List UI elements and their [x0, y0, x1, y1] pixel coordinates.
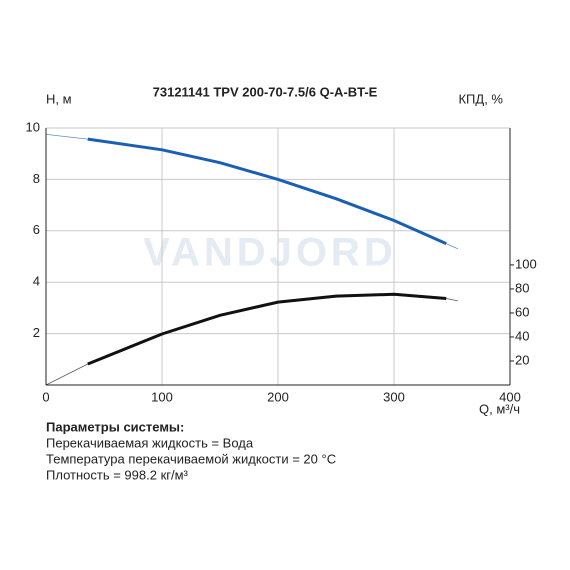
- watermark: VANDJORD: [143, 231, 397, 275]
- x-axis-label: Q, м³/ч: [479, 401, 520, 416]
- y2-tick-label: 100: [515, 256, 537, 271]
- params-heading: Параметры системы:: [46, 419, 184, 434]
- y-tick-label: 6: [33, 222, 40, 237]
- y-tick-label: 2: [33, 325, 40, 340]
- y-tick-label: 10: [26, 119, 40, 134]
- y-tick-label: 8: [33, 171, 40, 186]
- y-tick-label: 4: [33, 274, 40, 289]
- x-tick-label: 400: [499, 389, 521, 404]
- param-line: Температура перекачиваемой жидкости = 20…: [46, 451, 336, 466]
- curve: [87, 292, 447, 366]
- curve: [87, 137, 447, 245]
- x-tick-label: 100: [151, 389, 173, 404]
- y-axis-label: H, м: [46, 91, 72, 106]
- y2-tick-label: 60: [515, 304, 529, 319]
- x-tick-label: 200: [267, 389, 289, 404]
- y2-tick-label: 20: [515, 352, 529, 367]
- chart-title: 73121141 TPV 200-70-7.5/6 Q-A-BT-E: [153, 84, 378, 99]
- param-line: Плотность = 998.2 кг/м³: [46, 467, 189, 482]
- x-tick-label: 300: [383, 389, 405, 404]
- x-tick-label: 0: [42, 389, 49, 404]
- y2-tick-label: 80: [515, 280, 529, 295]
- y2-axis-label: КПД, %: [458, 91, 503, 106]
- param-line: Перекачиваемая жидкость = Вода: [46, 435, 254, 450]
- y2-tick-label: 40: [515, 328, 529, 343]
